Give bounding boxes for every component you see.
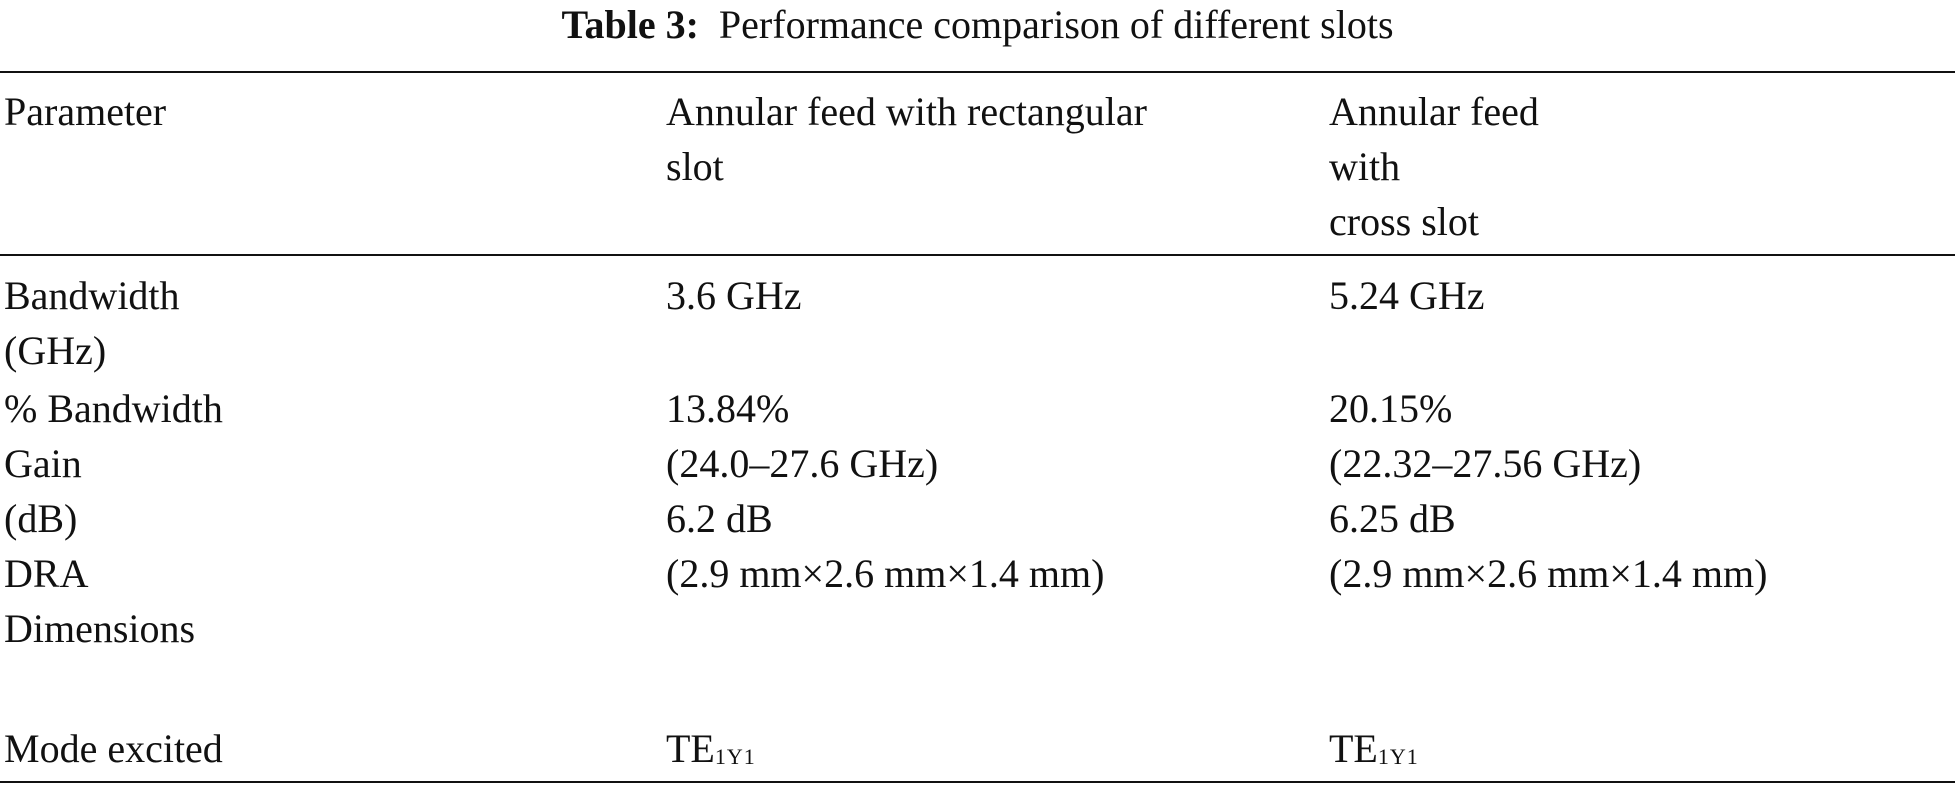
cell-line: (2.9 mm×2.6 mm×1.4 mm) bbox=[1329, 551, 1768, 596]
caption-text: Performance comparison of different slot… bbox=[718, 2, 1394, 47]
header-cross-slot: Annular feed with cross slot bbox=[1329, 84, 1539, 249]
row-bandwidth-cross: 5.24 GHz bbox=[1329, 268, 1485, 323]
cell-line: 6.25 dB bbox=[1329, 496, 1456, 541]
cell-line: 5.24 GHz bbox=[1329, 273, 1485, 318]
cell-line: (22.32–27.56 GHz) bbox=[1329, 441, 1642, 486]
header-rule bbox=[0, 254, 1955, 256]
cell-line: (GHz) bbox=[4, 328, 107, 373]
mode-subscript: 1Y1 bbox=[714, 744, 756, 769]
row-bandwidth-parameter: Bandwidth (GHz) bbox=[4, 268, 180, 378]
caption-label: Table 3: bbox=[561, 2, 699, 47]
table-caption: Table 3: Performance comparison of diffe… bbox=[0, 2, 1955, 48]
header-rectangular-slot: Annular feed with rectangular slot bbox=[666, 84, 1147, 194]
cell-line: (dB) bbox=[4, 496, 78, 541]
row-mode-parameter: Mode excited bbox=[4, 721, 223, 776]
cell-line: (24.0–27.6 GHz) bbox=[666, 441, 939, 486]
row-metrics-cross: 20.15% (22.32–27.56 GHz) 6.25 dB (2.9 mm… bbox=[1329, 381, 1767, 601]
mode-base: TE bbox=[666, 726, 715, 771]
cell-line: 3.6 GHz bbox=[666, 273, 802, 318]
cell-line: Dimensions bbox=[4, 606, 196, 651]
cell-line: 20.15% bbox=[1329, 386, 1453, 431]
mode-subscript: 1Y1 bbox=[1377, 744, 1419, 769]
header-line: Parameter bbox=[4, 89, 167, 134]
row-bandwidth-rectangular: 3.6 GHz bbox=[666, 268, 802, 323]
header-line: Annular feed with rectangular bbox=[666, 89, 1147, 134]
mode-base: TE bbox=[1329, 726, 1378, 771]
cell-line: 6.2 dB bbox=[666, 496, 773, 541]
row-mode-cross: TE1Y1 bbox=[1329, 721, 1419, 784]
row-metrics-parameter: % Bandwidth Gain (dB) DRA Dimensions bbox=[4, 381, 223, 656]
cell-line: Bandwidth bbox=[4, 273, 180, 318]
cell-line: (2.9 mm×2.6 mm×1.4 mm) bbox=[666, 551, 1105, 596]
cell-line: 13.84% bbox=[666, 386, 790, 431]
header-line: Annular feed bbox=[1329, 89, 1539, 134]
row-mode-rectangular: TE1Y1 bbox=[666, 721, 756, 784]
bottom-rule bbox=[0, 781, 1955, 783]
header-line: with bbox=[1329, 144, 1401, 189]
cell-line: % Bandwidth bbox=[4, 386, 223, 431]
cell-line: DRA bbox=[4, 551, 89, 596]
cell-line: Gain bbox=[4, 441, 82, 486]
row-metrics-rectangular: 13.84% (24.0–27.6 GHz) 6.2 dB (2.9 mm×2.… bbox=[666, 381, 1104, 601]
header-line: cross slot bbox=[1329, 199, 1479, 244]
top-rule bbox=[0, 71, 1955, 73]
header-line: slot bbox=[666, 144, 724, 189]
cell-line: Mode excited bbox=[4, 726, 223, 771]
header-parameter: Parameter bbox=[4, 84, 166, 139]
